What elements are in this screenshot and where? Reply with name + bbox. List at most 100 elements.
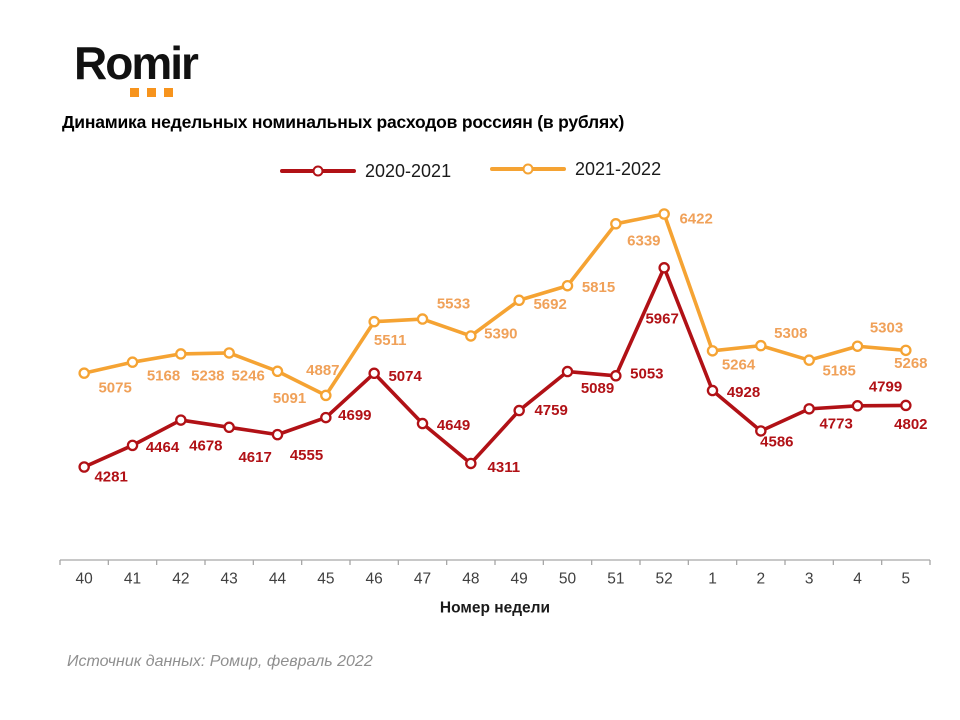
data-point-marker	[320, 411, 332, 424]
data-label: 4281	[94, 469, 127, 486]
x-axis-title: Номер недели	[440, 600, 550, 617]
data-label: 6339	[627, 232, 660, 249]
legend-label: 2020-2021	[365, 160, 452, 181]
legend-item-2021-2022: 2021-2022	[490, 157, 661, 181]
data-label: 4759	[534, 402, 567, 419]
x-tick-label: 41	[124, 571, 141, 588]
data-point-marker	[78, 367, 90, 379]
data-point-marker	[561, 365, 574, 378]
romir-logo-dots	[130, 88, 173, 97]
data-label: 5091	[273, 390, 306, 407]
data-point-marker	[271, 365, 284, 378]
data-label: 5075	[98, 380, 131, 397]
data-point-marker	[706, 345, 719, 357]
data-label: 4802	[894, 416, 927, 433]
x-tick-label: 47	[414, 571, 431, 588]
data-label: 5053	[630, 365, 663, 382]
data-label: 5511	[374, 332, 407, 349]
chart-title: Динамика недельных номинальных расходов …	[62, 112, 625, 132]
x-tick-label: 50	[559, 571, 577, 588]
data-label: 5815	[582, 279, 615, 296]
data-label: 5692	[533, 296, 566, 313]
x-tick-label: 2	[757, 571, 766, 588]
data-label: 5268	[894, 355, 927, 372]
data-point-marker	[271, 428, 284, 441]
data-label: 5533	[437, 296, 470, 313]
data-label: 5185	[822, 363, 855, 380]
data-label: 4678	[189, 438, 222, 455]
data-label: 4928	[727, 384, 760, 401]
data-label: 5390	[484, 325, 517, 342]
x-tick-label: 49	[511, 571, 528, 588]
x-tick-label: 48	[462, 571, 479, 588]
data-point-marker	[78, 461, 90, 473]
data-label: 4887	[306, 362, 339, 379]
legend-line-marker-icon	[280, 165, 356, 177]
data-label: 5264	[722, 356, 756, 373]
data-label: 5967	[645, 310, 678, 327]
data-point-marker	[126, 356, 139, 368]
data-label: 5238	[191, 367, 224, 384]
data-point-marker	[175, 414, 187, 426]
x-tick-label: 4	[853, 571, 862, 588]
data-point-marker	[465, 330, 477, 342]
data-point-marker	[416, 313, 429, 325]
data-point-marker	[851, 400, 864, 412]
data-label: 4799	[869, 378, 902, 395]
data-point-marker	[223, 347, 235, 359]
data-point-marker	[126, 439, 139, 452]
x-tick-label: 45	[317, 571, 334, 588]
data-label: 6422	[679, 211, 712, 228]
data-point-marker	[465, 457, 477, 470]
x-tick-label: 51	[607, 571, 624, 588]
data-label: 4586	[760, 433, 793, 450]
data-point-marker	[368, 367, 380, 380]
data-point-marker	[223, 421, 235, 434]
data-point-marker	[513, 294, 525, 307]
legend-item-2020-2021: 2020-2021	[280, 159, 451, 183]
x-tick-label: 44	[269, 571, 287, 588]
x-tick-label: 46	[366, 571, 383, 588]
data-label: 4617	[238, 449, 271, 466]
data-point-marker	[513, 404, 525, 417]
data-point-marker	[755, 425, 767, 437]
data-point-marker	[416, 417, 429, 430]
romir-logo: Romir	[74, 37, 199, 89]
data-label: 5246	[231, 367, 264, 384]
logo-dot-icon	[130, 88, 139, 97]
series-line-2020-2021	[82, 265, 908, 469]
data-label: 5308	[774, 325, 807, 342]
data-point-marker	[658, 262, 670, 274]
data-point-marker	[610, 218, 622, 230]
x-tick-label: 43	[221, 571, 238, 588]
data-point-marker	[803, 403, 815, 415]
x-tick-label: 1	[708, 571, 717, 588]
data-point-marker	[561, 279, 574, 292]
data-point-marker	[803, 354, 815, 366]
x-tick-label: 3	[805, 571, 814, 588]
x-tick-label: 42	[172, 571, 189, 588]
data-label: 5168	[147, 368, 180, 385]
legend-line-marker-icon	[490, 163, 566, 175]
data-label: 5303	[870, 320, 903, 337]
series-line-2021-2022	[82, 212, 908, 398]
data-label: 4311	[488, 459, 521, 476]
data-label: 4555	[290, 447, 323, 464]
x-tick-label: 52	[656, 571, 673, 588]
logo-dot-icon	[147, 88, 156, 97]
data-label: 5074	[388, 368, 422, 385]
data-point-marker	[175, 348, 187, 360]
data-label: 4773	[819, 415, 852, 432]
data-point-marker	[900, 344, 912, 357]
x-tick-label: 5	[902, 571, 911, 588]
data-label: 4649	[437, 417, 470, 434]
data-point-marker	[368, 315, 380, 328]
data-point-marker	[900, 399, 912, 412]
data-point-marker	[706, 384, 719, 397]
data-point-marker	[610, 370, 622, 382]
data-point-marker	[320, 389, 332, 402]
data-label: 5089	[581, 380, 614, 397]
source-note: Источник данных: Ромир, февраль 2022	[67, 653, 373, 670]
legend-label: 2021-2022	[575, 158, 662, 179]
logo-dot-icon	[164, 88, 173, 97]
